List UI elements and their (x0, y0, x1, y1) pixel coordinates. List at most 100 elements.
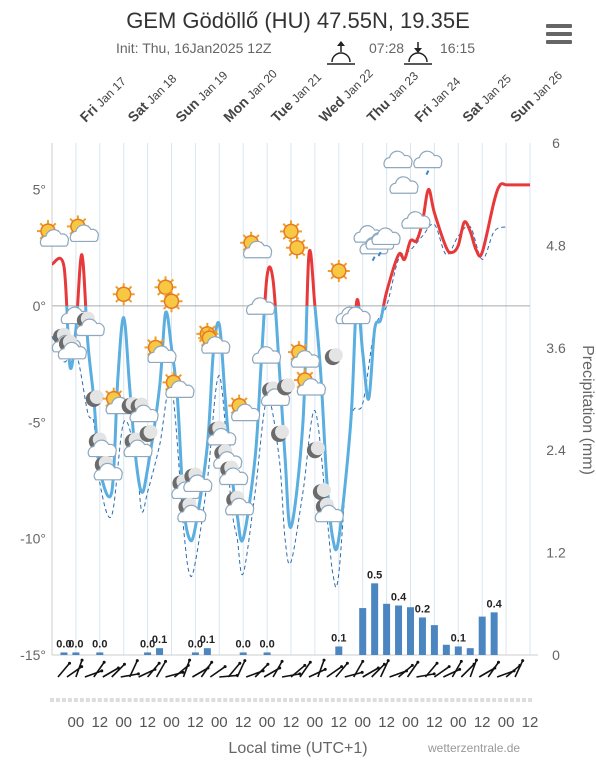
time-tick-mark (360, 698, 365, 702)
precip-bar (430, 625, 438, 655)
time-tick-mark (169, 698, 174, 702)
sun-icon (112, 283, 135, 306)
hour-tick-label: 12 (330, 714, 347, 731)
wind-arrow-head (323, 667, 327, 671)
time-tick-mark (426, 698, 431, 702)
wind-arrow (326, 666, 343, 678)
wind-arrow-head (68, 661, 72, 665)
sun-disc (283, 223, 299, 240)
precip-label: 0.2 (415, 603, 430, 615)
wind-arrow (424, 662, 438, 678)
sun-icon (280, 220, 302, 243)
moon-cloud-icon (207, 420, 237, 446)
hour-tick-label: 12 (235, 714, 252, 731)
time-tick-mark (348, 698, 353, 702)
time-tick-mark (199, 698, 204, 702)
time-tick-mark (432, 698, 437, 702)
time-tick-mark (480, 698, 485, 702)
time-tick-mark (133, 698, 138, 702)
cloud-icon (383, 150, 413, 169)
sun-icon (160, 290, 183, 313)
init-time: Init: Thu, 16Jan2025 12Z (116, 40, 272, 56)
wind-arrow (75, 659, 83, 678)
hour-tick-label: 00 (68, 714, 85, 731)
wind-arrow-head (361, 659, 365, 663)
sun-disc (289, 239, 305, 256)
wind-arrow (102, 667, 119, 678)
wind-arrow (155, 661, 167, 678)
cloud-shape (296, 378, 326, 396)
wind-arrow-head (210, 660, 214, 664)
precip-bar (335, 646, 343, 655)
hour-tick-label: 12 (91, 714, 108, 731)
cloud-shape (207, 427, 237, 446)
precip-bar (418, 617, 426, 655)
precip-bar (156, 648, 164, 655)
time-tick-mark (462, 698, 467, 702)
hour-tick-label: 00 (211, 714, 228, 731)
time-tick-mark (354, 698, 359, 702)
wind-arrow (362, 667, 379, 678)
rain-cloud-icon (413, 150, 443, 176)
wind-arrow-head (458, 667, 462, 671)
precip-bar (144, 652, 152, 655)
wind-arrow (308, 668, 326, 678)
hour-tick-label: 12 (378, 714, 395, 731)
precip-label: 0.1 (451, 632, 466, 644)
time-tick-mark (271, 698, 276, 702)
time-tick-mark (211, 698, 216, 702)
precip-bar (263, 652, 271, 655)
time-tick-mark (420, 698, 425, 702)
precip-bar (454, 646, 462, 655)
sunrise-time: 07:28 (369, 40, 405, 56)
time-tick-mark (247, 698, 252, 702)
moon-cloud-icon (183, 467, 213, 493)
wind-arrow (406, 661, 419, 678)
wind-arrow (128, 660, 139, 678)
wind-arrow (317, 659, 325, 678)
wind-arrow (344, 671, 363, 678)
time-tick-mark (510, 698, 515, 702)
moon-shadow (328, 348, 343, 363)
partly-sunny-icon (293, 369, 326, 396)
precip-label: 0.1 (152, 634, 167, 646)
moon-shadow (143, 424, 158, 439)
cloud-shape (246, 297, 276, 315)
wind-arrow-head (102, 660, 106, 664)
cloud-shape (290, 350, 320, 368)
moon-icon (324, 348, 343, 366)
cloud-shape (201, 336, 231, 354)
day-label: Sat Jan 25 (459, 70, 514, 125)
y-tick-label-right: 4.8 (546, 237, 566, 253)
wind-arrow-head (266, 662, 270, 666)
cloud-icon (246, 297, 276, 315)
partly-sunny-icon (66, 215, 99, 243)
cloud-shape (87, 439, 117, 458)
sun-icon (285, 236, 308, 259)
cloud-shape (219, 467, 249, 486)
time-tick-mark (366, 698, 371, 702)
hamburger-menu-icon[interactable] (546, 24, 572, 46)
time-tick-mark (318, 698, 323, 702)
time-tick-mark (217, 698, 222, 702)
sunset-icon (404, 42, 432, 65)
partly-sunny-icon (240, 231, 273, 259)
sun-disc (115, 286, 132, 303)
wind-arrow (192, 667, 209, 678)
wind-arrow-head (135, 659, 139, 663)
credit-link[interactable]: wetterzentrale.de (428, 741, 521, 755)
y-tick-label-right: 1.2 (546, 545, 566, 561)
wind-arrow-head (136, 672, 140, 676)
wind-arrow (478, 667, 496, 678)
wind-arrow-head (80, 665, 84, 669)
wind-arrow-head (459, 659, 463, 663)
precip-label: 0.0 (259, 638, 274, 650)
time-tick-mark (492, 698, 497, 702)
wind-arrow (371, 663, 385, 678)
moon-cloud-icon (57, 334, 87, 360)
time-tick-mark (522, 698, 527, 702)
cloud-icon (341, 306, 371, 325)
y-tick-label-left: 5° (33, 182, 46, 198)
wind-arrow-head (308, 660, 312, 664)
cloud-shape (69, 224, 99, 243)
